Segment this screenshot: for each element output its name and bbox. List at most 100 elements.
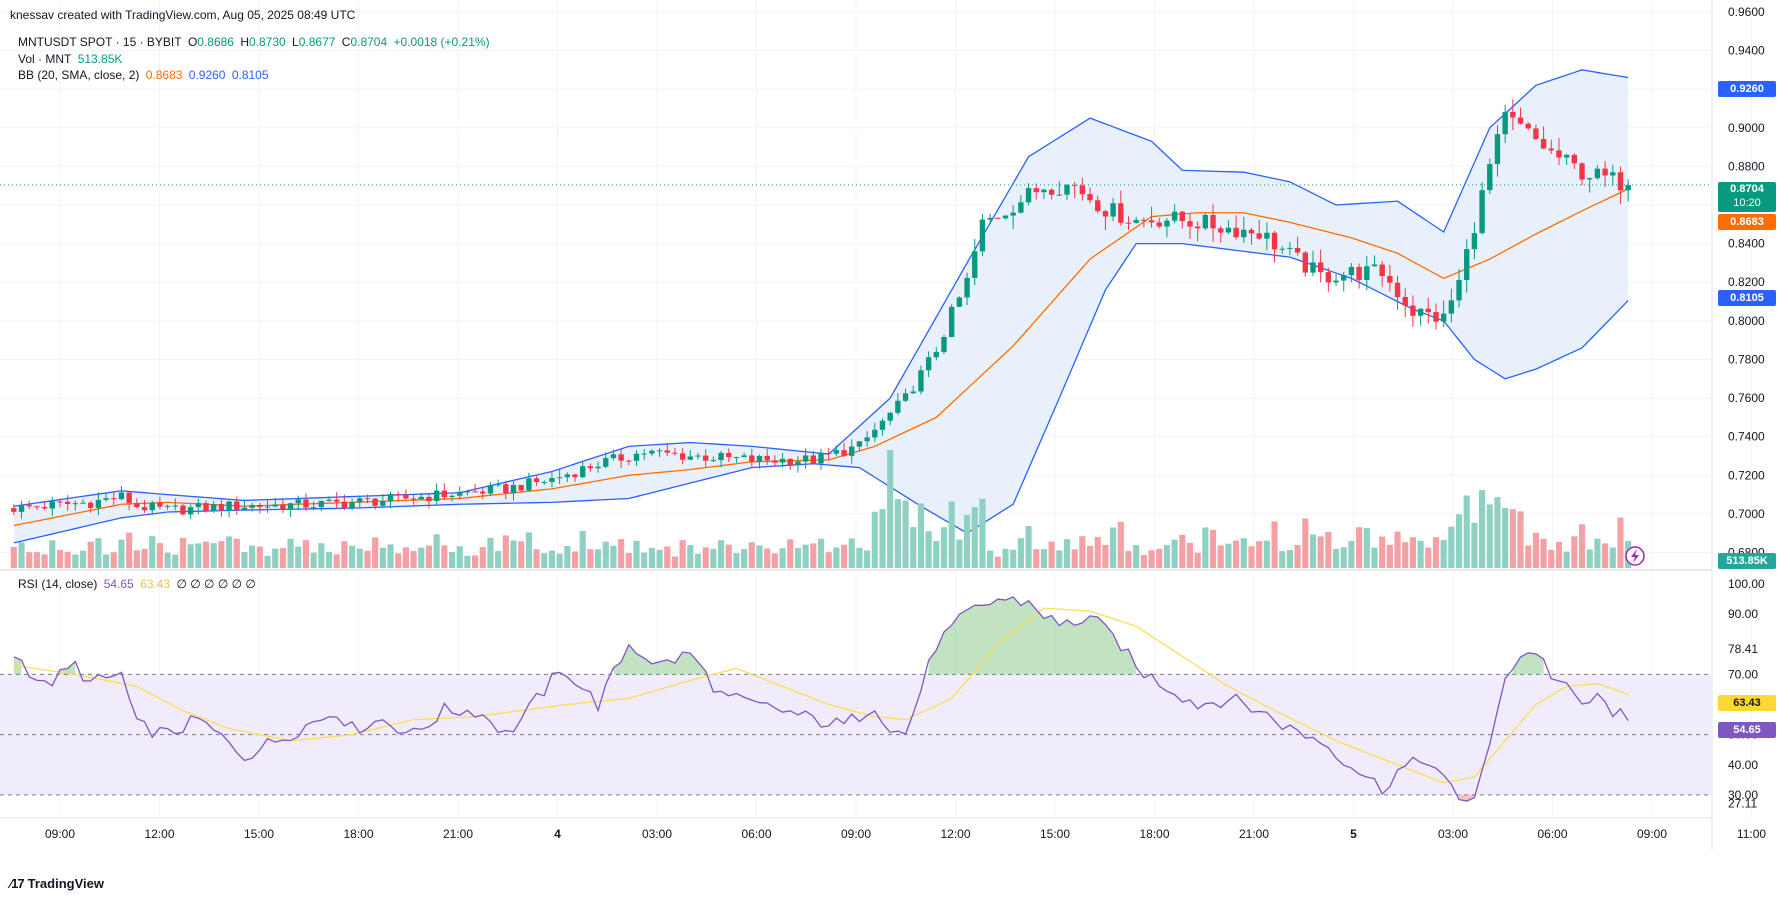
time-tick-label: 18:00 — [1139, 827, 1169, 841]
volume-bar — [887, 450, 894, 568]
volume-bar — [641, 552, 648, 568]
price-tick-label: 0.8000 — [1728, 314, 1765, 328]
volume-bar — [1409, 537, 1416, 568]
candle-body — [1256, 233, 1262, 239]
volume-bar — [1309, 534, 1317, 568]
volume-bar — [679, 540, 686, 568]
bb-label[interactable]: BB (20, SMA, close, 2) — [18, 68, 140, 82]
candle-body — [1317, 262, 1324, 273]
candle-body — [1533, 128, 1539, 139]
volume-bar — [963, 514, 971, 568]
volume-bar — [172, 554, 179, 568]
candle-body — [1156, 222, 1162, 227]
low-value: 0.8677 — [298, 35, 336, 49]
candle-body — [280, 504, 286, 510]
volume-bar — [1040, 549, 1048, 568]
candle-body — [1394, 282, 1401, 298]
volume-bar — [72, 554, 79, 568]
candle-body — [1241, 229, 1247, 238]
candle-body — [418, 496, 424, 500]
candle-body — [1379, 264, 1385, 276]
volume-label[interactable]: Vol · MNT — [18, 52, 72, 66]
time-tick-label: 15:00 — [1040, 827, 1070, 841]
candle-body — [533, 478, 540, 483]
volume-bar — [1163, 545, 1170, 568]
candle-body — [111, 498, 117, 500]
rsi-ma-value: 63.43 — [140, 577, 171, 591]
volume-bar — [241, 551, 248, 568]
volume-bar — [1563, 551, 1570, 568]
volume-bar — [1279, 551, 1286, 568]
candle-body — [741, 455, 747, 458]
volume-bar — [1002, 548, 1009, 568]
candle-body — [1279, 248, 1285, 250]
volume-bar — [1140, 554, 1147, 568]
candle-body — [318, 501, 325, 508]
candle-body — [749, 455, 755, 462]
candle-body — [795, 461, 801, 466]
candle-body — [879, 420, 886, 430]
volume-bar — [1494, 497, 1501, 568]
candle-body — [1540, 138, 1547, 149]
candle-body — [249, 504, 255, 508]
candle-body — [80, 502, 86, 504]
candle-body — [772, 460, 778, 463]
volume-bar — [318, 543, 325, 568]
candle-body — [326, 499, 332, 502]
volume-tag: 513.85K — [1718, 553, 1776, 569]
candle-body — [733, 457, 740, 459]
price-tick-label: 0.8800 — [1728, 159, 1765, 173]
symbol-label[interactable]: MNTUSDT SPOT · 15 · BYBIT — [18, 35, 182, 49]
volume-bar — [1248, 546, 1255, 568]
volume-bar — [464, 555, 471, 568]
bb-basis-tag: 0.8683 — [1718, 214, 1776, 230]
candle-body — [703, 455, 709, 461]
volume-bar — [1325, 532, 1332, 568]
candle-body — [664, 450, 670, 453]
candle-body — [1433, 312, 1439, 322]
bb-basis-value: 0.8683 — [145, 68, 183, 82]
volume-bar — [594, 549, 602, 568]
candle-body — [764, 455, 770, 461]
volume-bar — [510, 540, 517, 568]
volume-bar — [502, 535, 509, 568]
candle-body — [1025, 188, 1032, 203]
candle-body — [487, 485, 494, 494]
volume-bar — [656, 549, 663, 568]
volume-bar — [418, 547, 425, 568]
volume-bar — [141, 548, 148, 568]
volume-bar — [249, 545, 256, 568]
candle-body — [1110, 203, 1116, 217]
candle-body — [580, 466, 586, 478]
volume-bar — [548, 550, 556, 568]
volume-bar — [310, 552, 317, 568]
time-tick-label: 4 — [554, 827, 561, 841]
candle-body — [1525, 123, 1531, 129]
rsi-label[interactable]: RSI (14, close) — [18, 577, 98, 591]
candle-body — [26, 504, 32, 507]
volume-bar — [602, 541, 609, 568]
candle-body — [1164, 220, 1170, 227]
candle-body — [472, 491, 478, 493]
volume-bar — [817, 538, 825, 568]
price-tick-label: 0.8400 — [1728, 237, 1765, 251]
volume-bar — [1286, 550, 1293, 568]
volume-bar — [195, 543, 202, 568]
candle-body — [88, 502, 94, 508]
volume-bar — [1617, 517, 1624, 568]
volume-bar — [987, 550, 994, 568]
volume-bar — [325, 551, 333, 568]
candle-body — [1271, 232, 1278, 250]
candle-body — [18, 504, 25, 512]
volume-bar — [1471, 522, 1478, 568]
volume-bar — [372, 537, 379, 568]
open-value: 0.8686 — [197, 35, 234, 49]
volume-legend: Vol · MNT 513.85K — [18, 52, 125, 66]
candle-body — [95, 499, 102, 508]
candle-body — [495, 484, 501, 486]
volume-bar — [187, 544, 194, 568]
candle-body — [103, 498, 109, 500]
tradingview-logo[interactable]: ⁄17 TradingView — [10, 876, 104, 891]
volume-bar — [940, 527, 948, 568]
volume-bar — [1609, 547, 1616, 568]
